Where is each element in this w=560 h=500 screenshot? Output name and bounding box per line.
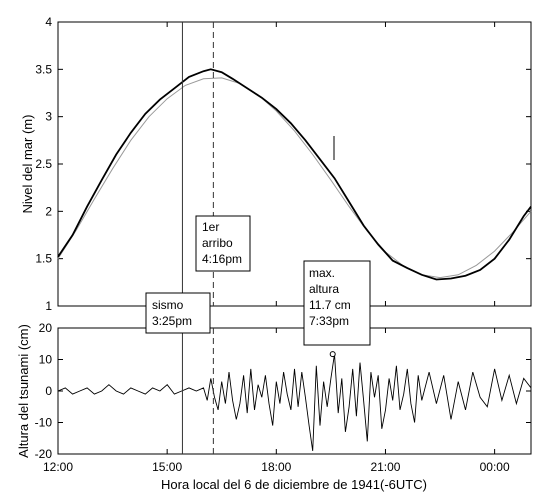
tsunami-y-tick-label: -20 [35,447,53,461]
sea-level-y-tick-label: 1 [45,299,52,313]
observed-sea-level-line [57,68,532,281]
sea-level-y-tick-label: 3 [45,110,52,124]
tsunami-y-tick-label: 20 [39,321,53,335]
max-box [303,260,371,346]
sea-level-y-ticks: 1 1.5 2 2.5 3 3.5 4 [35,15,531,313]
sea-level-y-tick-label: 2.5 [35,157,52,171]
time-x-tick-label: 21:00 [370,460,400,474]
time-x-tick-label: 15:00 [152,460,182,474]
tsunami-height-line [57,354,532,451]
tidal-fit-line [57,77,532,279]
max-line-2: altura [309,282,339,296]
sea-level-y-tick-label: 3.5 [35,62,52,76]
time-x-tick-label: 12:00 [43,460,73,474]
sismo-box [145,292,211,334]
max-line-1: max. [309,266,335,280]
tsunami-y-axis-label: Altura del tsunami (cm) [16,324,31,458]
arrival-line-3: 4:16pm [202,252,242,266]
arrival-annotation: 1er arribo 4:16pm [195,215,251,272]
tsunami-y-tick-label: -10 [35,416,53,430]
sismo-line-2: 3:25pm [152,314,192,328]
tsunami-y-tick-label: 0 [45,384,52,398]
sea-level-y-axis-label: Nivel del mar (m) [20,115,35,214]
sea-level-plot-frame [57,21,532,307]
arrival-box [195,215,251,272]
sismo-annotation: sismo 3:25pm [145,292,211,334]
tsunami-y-tick-label: 10 [39,353,53,367]
sea-level-y-tick-label: 2 [45,204,52,218]
arrival-line-1: 1er [202,220,219,234]
tsunami-panel: -20 -10 0 10 20 12:00 15:00 18:00 21:00 00:00 Al… [16,321,532,492]
max-height-marker [329,351,336,358]
sismo-line-1: sismo [152,298,184,312]
sea-level-y-tick-label: 4 [45,15,52,29]
max-annotation: max. altura 11.7 cm 7:33pm [303,260,371,346]
max-line-4: 7:33pm [309,314,349,328]
max-line-3: 11.7 cm [309,298,351,312]
time-x-tick-label: 18:00 [261,460,291,474]
arrival-line-2: arribo [202,236,233,250]
time-x-tick-label: 00:00 [480,460,510,474]
sea-level-y-tick-label: 1.5 [35,252,52,266]
tsunami-plot-frame [57,327,532,455]
time-x-ticks: 12:00 15:00 18:00 21:00 00:00 [43,328,510,474]
sea-level-panel: 1 1.5 2 2.5 3 3.5 4 Nivel del mar (m) [20,15,532,313]
time-x-axis-label: Hora local del 6 de diciembre de 1941(-6… [161,477,427,492]
tsunami-y-ticks: -20 -10 0 10 20 [35,321,531,461]
